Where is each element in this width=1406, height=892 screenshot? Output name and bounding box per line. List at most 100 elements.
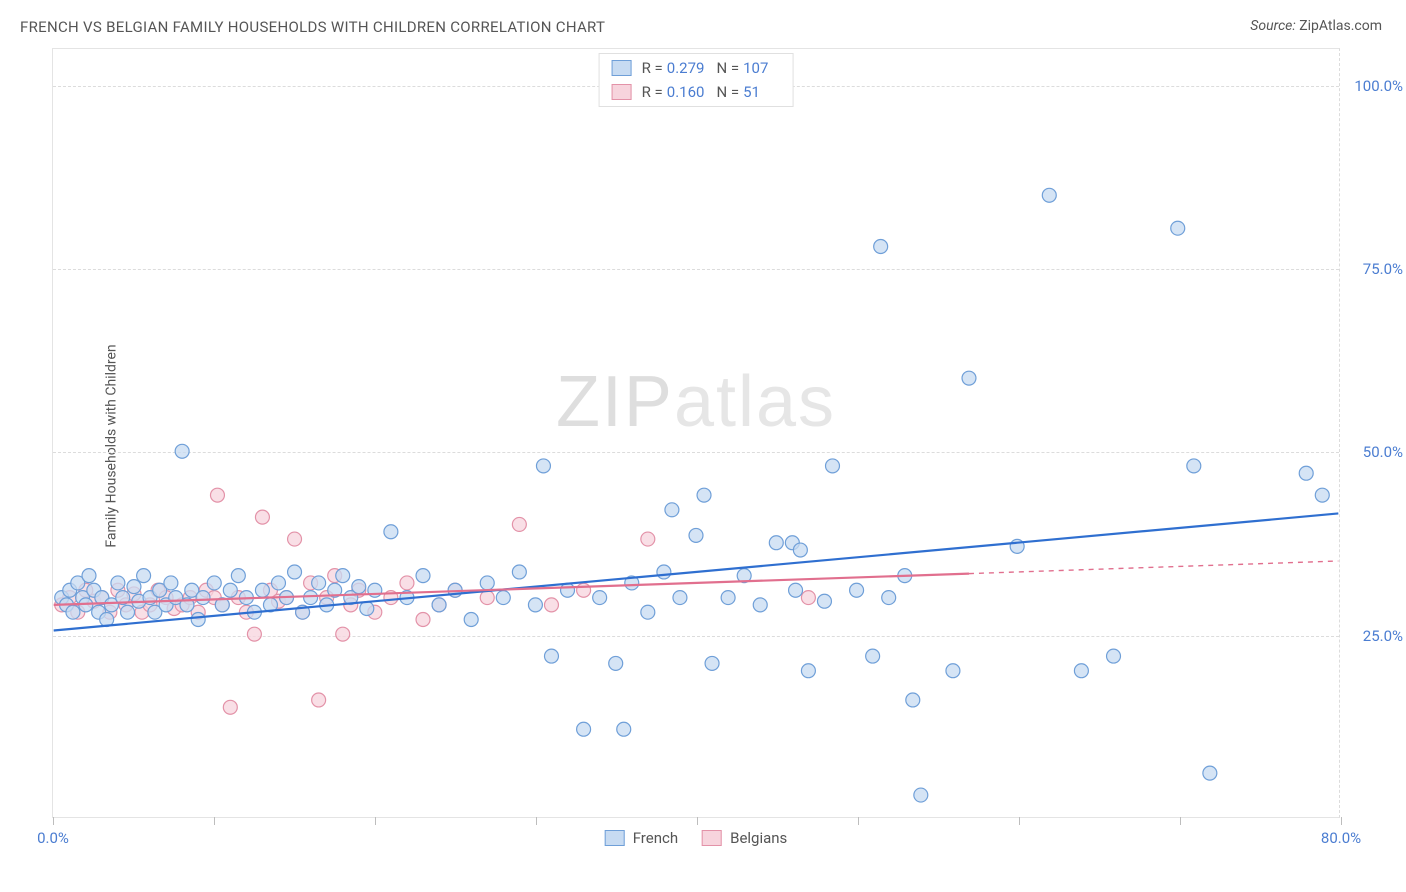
xtick-label: 0.0% — [37, 829, 69, 847]
scatter-point — [352, 580, 366, 594]
scatter-point — [210, 488, 224, 502]
scatter-point — [705, 656, 719, 670]
scatter-point — [360, 602, 374, 616]
stat-n-belgians: 51 — [743, 83, 760, 101]
scatter-point — [247, 627, 261, 641]
scatter-point — [231, 569, 245, 583]
xtick — [214, 817, 215, 825]
scatter-point — [312, 693, 326, 707]
scatter-point — [400, 576, 414, 590]
legend-label-french: French — [633, 829, 678, 847]
scatter-point — [111, 576, 125, 590]
scatter-point — [336, 627, 350, 641]
scatter-point — [496, 591, 510, 605]
scatter-point — [789, 583, 803, 597]
scatter-point — [304, 591, 318, 605]
scatter-point — [962, 371, 976, 385]
scatter-point — [914, 788, 928, 802]
scatter-point — [1299, 466, 1313, 480]
ytick-label: 50.0% — [1347, 443, 1403, 461]
stat-row-french: R = 0.279 N = 107 — [600, 56, 793, 80]
xtick — [1180, 817, 1181, 825]
xtick — [858, 817, 859, 825]
scatter-point — [753, 598, 767, 612]
scatter-point — [196, 591, 210, 605]
scatter-point — [673, 591, 687, 605]
scatter-point — [544, 598, 558, 612]
chart-title: FRENCH VS BELGIAN FAMILY HOUSEHOLDS WITH… — [20, 18, 605, 36]
stat-r-label2: R = — [642, 83, 663, 101]
xtick — [53, 817, 54, 825]
scatter-point — [288, 565, 302, 579]
scatter-point — [561, 583, 575, 597]
scatter-point — [512, 517, 526, 531]
scatter-point — [207, 576, 221, 590]
scatter-point — [1203, 766, 1217, 780]
scatter-point — [432, 598, 446, 612]
scatter-point — [223, 583, 237, 597]
stat-n-label: N = — [716, 59, 739, 77]
scatter-point — [1107, 649, 1121, 663]
source-label: Source: — [1250, 18, 1295, 34]
scatter-point — [593, 591, 607, 605]
ytick-label: 100.0% — [1347, 77, 1403, 95]
stat-n-label2: N = — [716, 83, 739, 101]
scatter-point — [1171, 221, 1185, 235]
source-name: ZipAtlas.com — [1299, 18, 1382, 34]
xtick — [375, 817, 376, 825]
scatter-point — [882, 591, 896, 605]
legend-item-french: French — [605, 829, 678, 847]
legend-item-belgians: Belgians — [702, 829, 787, 847]
scatter-point — [416, 613, 430, 627]
xtick — [697, 817, 698, 825]
scatter-point — [255, 583, 269, 597]
stat-r-french: 0.279 — [667, 59, 705, 77]
scatter-point — [577, 722, 591, 736]
trend-line-dashed — [969, 561, 1338, 574]
stat-swatch-belgians — [612, 84, 632, 100]
scatter-point — [1042, 188, 1056, 202]
scatter-point — [946, 664, 960, 678]
stat-legend-box: R = 0.279 N = 107 R = 0.160 N = 51 — [599, 53, 794, 107]
scatter-point — [657, 565, 671, 579]
scatter-point — [697, 488, 711, 502]
scatter-point — [82, 569, 96, 583]
scatter-point — [721, 591, 735, 605]
scatter-point — [312, 576, 326, 590]
scatter-point — [272, 576, 286, 590]
scatter-point — [817, 594, 831, 608]
xtick-label: 80.0% — [1321, 829, 1361, 847]
scatter-point — [577, 583, 591, 597]
scatter-point — [512, 565, 526, 579]
scatter-point — [689, 528, 703, 542]
stat-row-belgians: R = 0.160 N = 51 — [600, 80, 793, 104]
scatter-point — [288, 532, 302, 546]
scatter-point — [801, 664, 815, 678]
scatter-point — [175, 444, 189, 458]
scatter-point — [480, 591, 494, 605]
plot-area: ZIPatlas R = 0.279 N = 107 R = 0.160 N =… — [52, 48, 1340, 818]
xtick — [1019, 817, 1020, 825]
scatter-point — [641, 605, 655, 619]
scatter-point — [480, 576, 494, 590]
xtick — [1341, 817, 1342, 825]
scatter-point — [528, 598, 542, 612]
source-attribution: Source: ZipAtlas.com — [1250, 18, 1382, 34]
scatter-point — [544, 649, 558, 663]
scatter-svg — [53, 49, 1339, 817]
scatter-point — [874, 240, 888, 254]
ytick-label: 75.0% — [1347, 260, 1403, 278]
scatter-point — [609, 656, 623, 670]
scatter-point — [255, 510, 269, 524]
scatter-point — [850, 583, 864, 597]
scatter-point — [617, 722, 631, 736]
stat-swatch-french — [612, 60, 632, 76]
stat-r-belgians: 0.160 — [667, 83, 705, 101]
scatter-point — [1187, 459, 1201, 473]
stat-n-french: 107 — [743, 59, 768, 77]
scatter-point — [121, 605, 135, 619]
scatter-point — [866, 649, 880, 663]
scatter-point — [191, 613, 205, 627]
scatter-point — [1315, 488, 1329, 502]
scatter-point — [127, 580, 141, 594]
